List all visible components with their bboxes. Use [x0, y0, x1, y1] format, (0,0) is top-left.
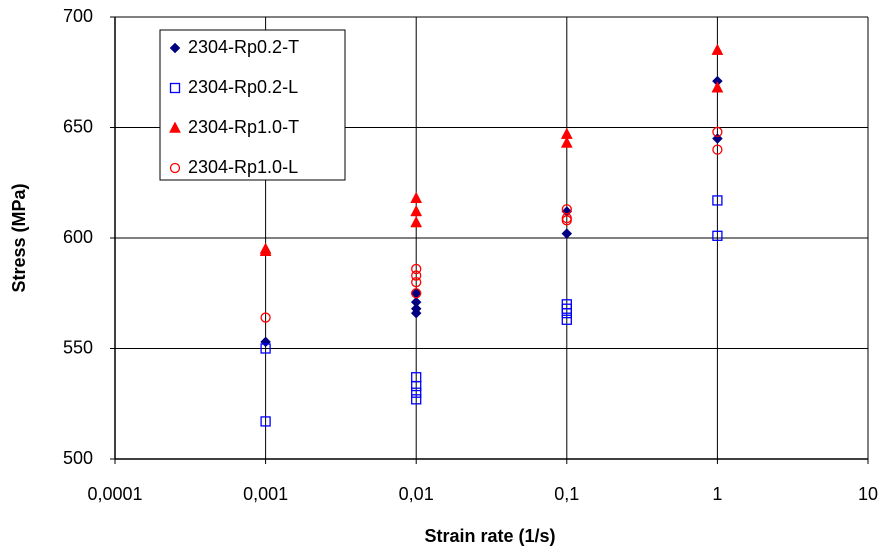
point — [260, 343, 271, 354]
point — [561, 204, 572, 215]
y-tick-label: 600 — [63, 227, 93, 247]
legend-marker — [169, 82, 181, 94]
point — [560, 127, 573, 139]
point — [561, 314, 572, 325]
point — [711, 43, 724, 55]
point — [411, 277, 422, 288]
point — [411, 372, 422, 383]
x-axis-title: Strain rate (1/s) — [424, 526, 555, 546]
legend-marker — [169, 162, 181, 174]
point — [260, 416, 271, 427]
point — [260, 336, 271, 348]
y-tick-label: 500 — [63, 448, 93, 468]
x-tick-label: 10 — [858, 484, 878, 504]
legend-label: 2304-Rp1.0-L — [188, 157, 298, 177]
legend-box — [159, 29, 346, 181]
point — [411, 387, 422, 398]
legend-marker — [169, 42, 181, 54]
point — [410, 296, 422, 308]
point — [260, 312, 271, 323]
x-tick-label: 0,1 — [554, 484, 579, 504]
point — [410, 191, 423, 203]
point — [410, 215, 423, 228]
legend-label: 2304-Rp0.2-L — [188, 77, 298, 97]
point — [410, 204, 423, 217]
point — [411, 263, 422, 275]
point — [411, 270, 422, 281]
legend-marker — [169, 121, 181, 133]
x-tick-label: 1 — [712, 484, 722, 504]
point — [712, 144, 723, 155]
x-tick-label: 0,001 — [243, 484, 288, 504]
legend-label: 2304-Rp0.2-T — [188, 37, 299, 57]
x-tick-label: 0,01 — [399, 484, 434, 504]
point — [560, 136, 573, 148]
y-axis-title: Stress (MPa) — [9, 183, 29, 292]
point — [561, 299, 572, 310]
x-tick-label: 0,0001 — [87, 484, 142, 504]
point — [411, 288, 422, 299]
y-tick-label: 700 — [63, 6, 93, 26]
point — [411, 394, 422, 405]
y-tick-label: 550 — [63, 337, 93, 357]
point — [712, 126, 723, 138]
point — [410, 303, 422, 315]
y-tick-label: 650 — [63, 116, 93, 136]
legend-label: 2304-Rp1.0-T — [188, 117, 299, 137]
point — [711, 81, 724, 93]
point — [712, 195, 723, 206]
point — [712, 230, 723, 241]
point — [259, 242, 272, 254]
point — [561, 228, 573, 239]
